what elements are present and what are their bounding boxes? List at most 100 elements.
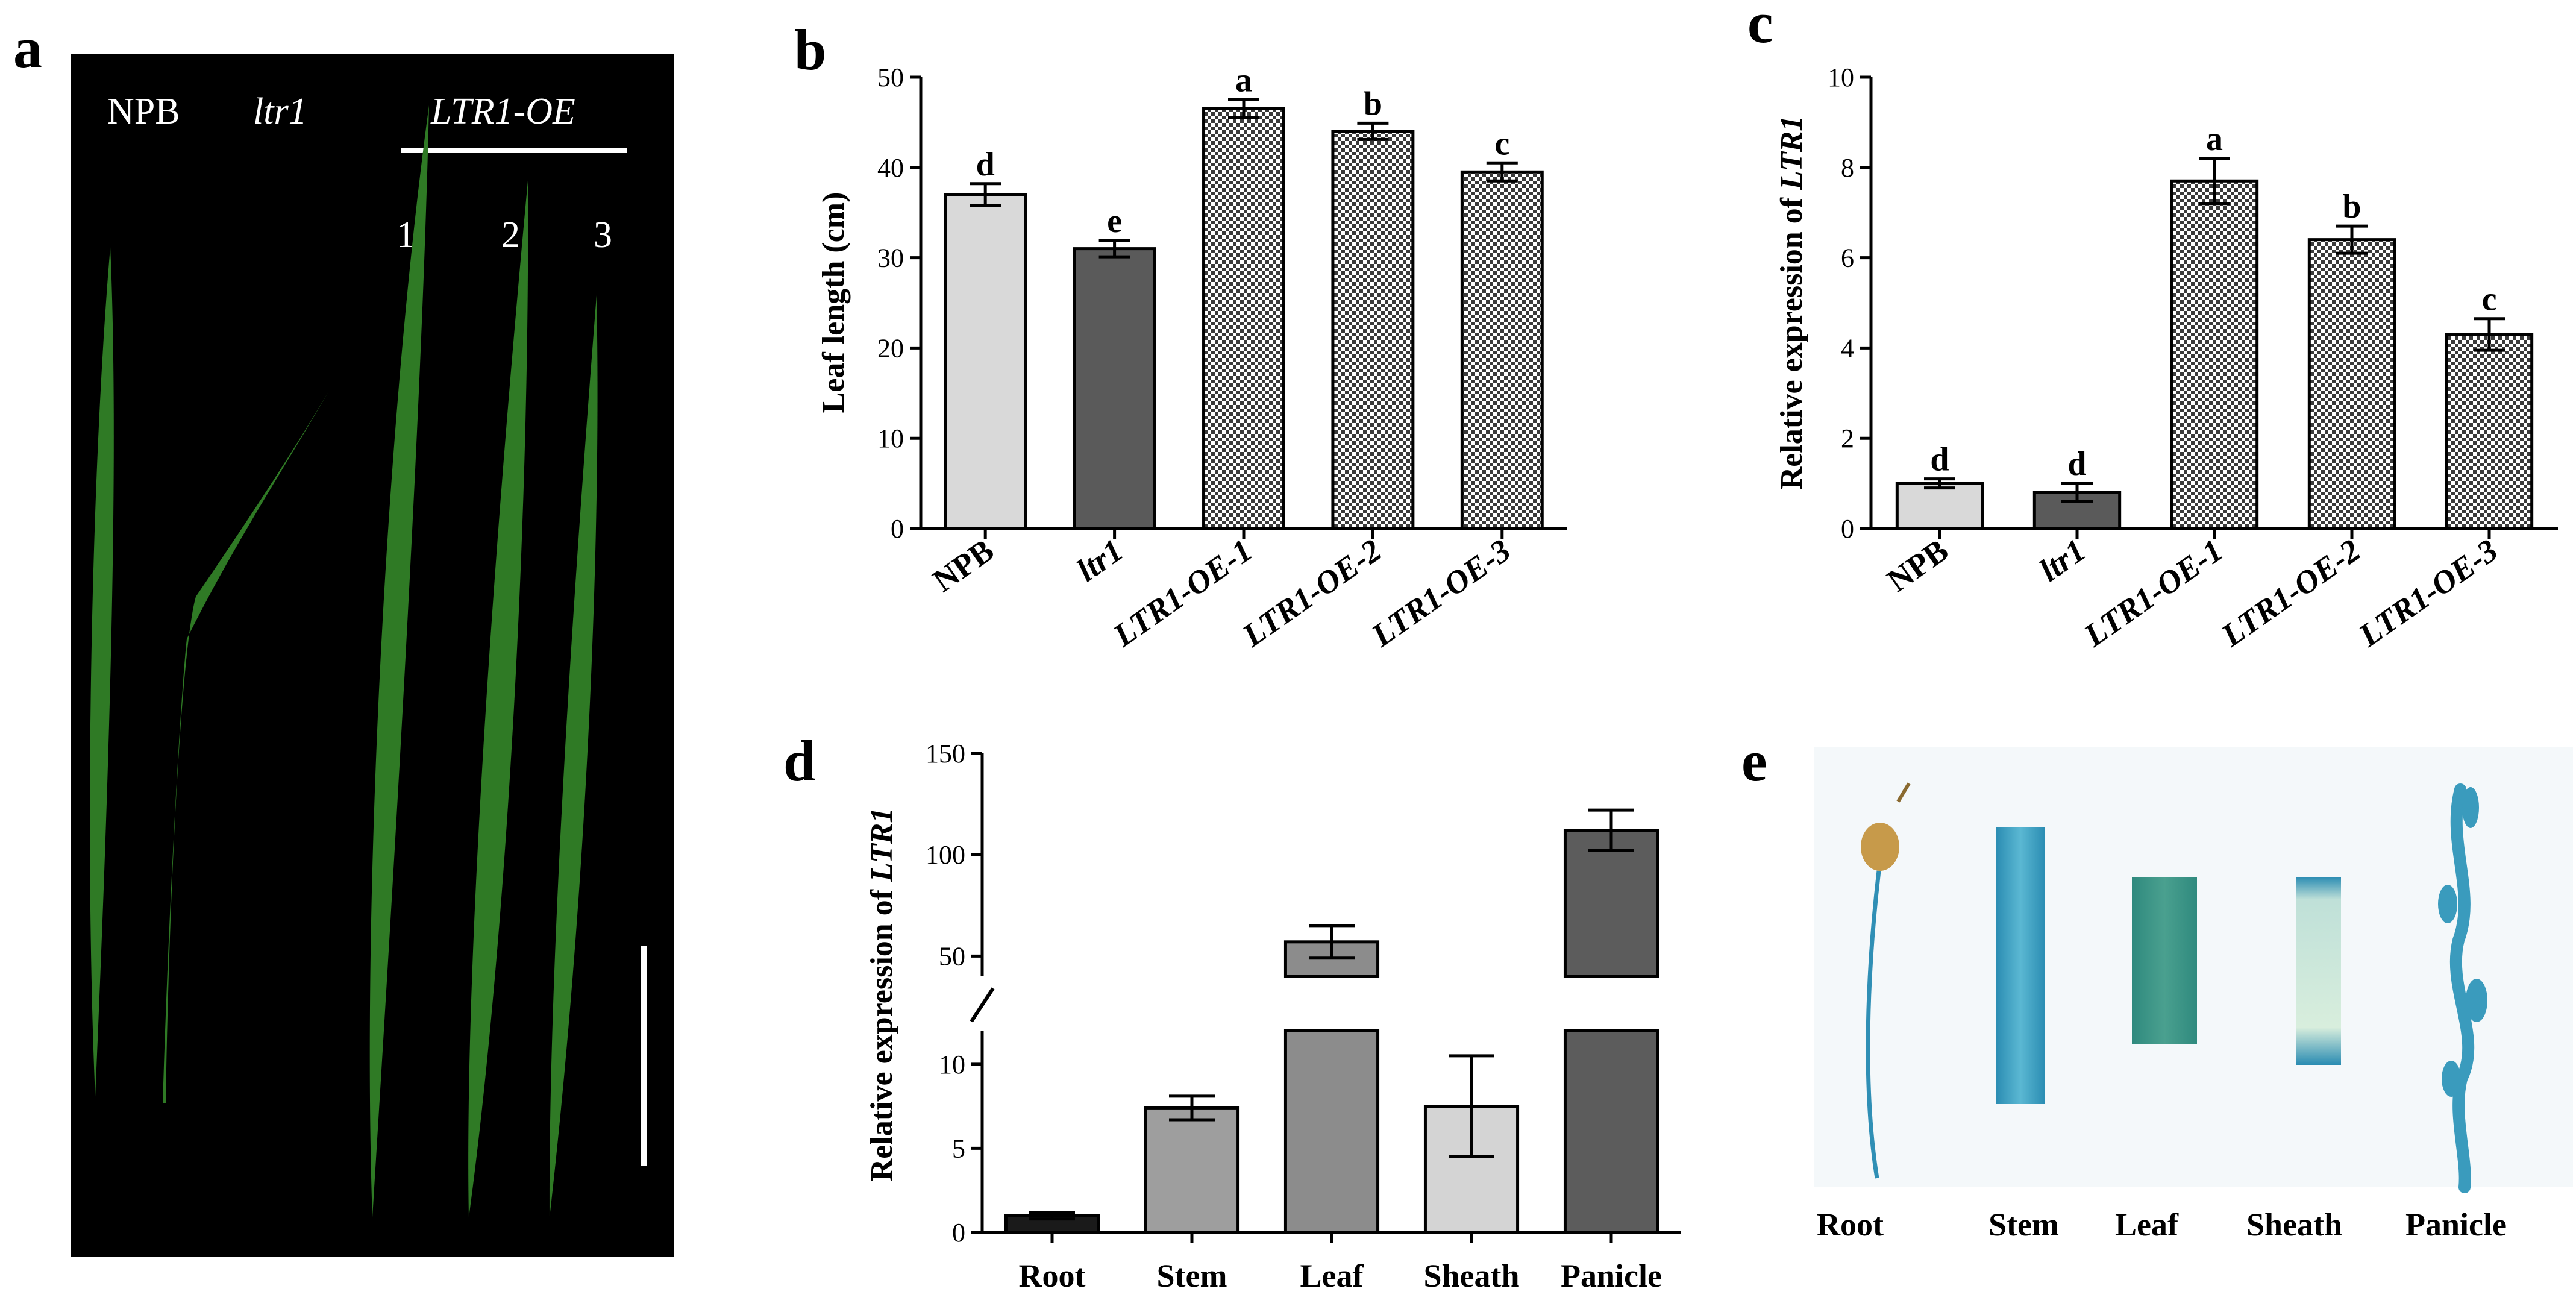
- x-tick-label: Panicle: [1561, 1258, 1662, 1294]
- y-tick-label: 10: [1828, 63, 1854, 92]
- gus-root-seed: [1861, 823, 1899, 871]
- x-tick-label: LTR1-OE-1: [1106, 532, 1259, 654]
- bar-LTR1-OE-1: [2170, 179, 2259, 530]
- x-tick-label: ltr1: [1070, 532, 1129, 589]
- x-tick-label: LTR1-OE-2: [1235, 532, 1388, 654]
- photo-line-2: 2: [501, 215, 520, 256]
- y-tick-label: 0: [1841, 514, 1854, 544]
- bar-NPB: [944, 193, 1027, 530]
- x-tick-label: LTR1-OE-2: [2214, 532, 2367, 654]
- y-tick-label: 10: [877, 424, 904, 453]
- gus-panicle-spikelet: [2442, 1061, 2461, 1097]
- y-axis-title: Relative expression of LTR1: [865, 808, 899, 1182]
- x-tick-label: Leaf: [1300, 1258, 1364, 1294]
- y-axis-title: Relative expression of LTR1: [1775, 116, 1809, 490]
- chart-d: 0 5 10 50 100 150 Root Stem Leaf Sheath Panicle Rel…: [865, 739, 1681, 1294]
- photo-label-oe: LTR1-OE: [430, 91, 575, 132]
- y-tick-label: 2: [1841, 424, 1854, 453]
- gus-label-root: Root: [1817, 1207, 1884, 1243]
- y-axis-title-gene: LTR1: [865, 808, 899, 882]
- gus-label-stem: Stem: [1988, 1207, 2059, 1243]
- photo-line-3: 3: [594, 215, 612, 256]
- gus-leaf: [2132, 877, 2197, 1044]
- x-tick-label: LTR1-OE-3: [1365, 532, 1517, 654]
- gus-label-leaf: Leaf: [2115, 1207, 2179, 1243]
- x-tick-label: LTR1-OE-3: [2352, 532, 2504, 654]
- bar-LTR1-OE-3: [1460, 170, 1544, 530]
- significance-letter: b: [1364, 85, 1382, 122]
- y-tick-label: 4: [1841, 333, 1854, 363]
- photo-label-ltr1: ltr1: [253, 91, 307, 132]
- y-tick-label: 0: [891, 514, 904, 544]
- panel-a-photo: NPB ltr1 LTR1-OE 1 2 3: [71, 54, 674, 1257]
- chart-b: 0 10 20 30 40 50 d NPB e ltr1 a LTR1-OE-1 b LTR1-OE-2…: [816, 61, 1567, 654]
- gus-root: [1866, 870, 1881, 1179]
- axis-break-mark: [970, 987, 995, 1023]
- bar-stem: [1144, 1106, 1240, 1234]
- panel-c-label: c: [1747, 0, 1773, 55]
- significance-letter: d: [976, 146, 995, 183]
- significance-letter: d: [2067, 445, 2086, 483]
- y-axis-title-prefix: Relative expression of: [865, 882, 899, 1181]
- gus-sheath: [2296, 877, 2341, 1065]
- y-axis-title-gene: LTR1: [1775, 116, 1809, 190]
- y-tick-label: 50: [877, 63, 904, 92]
- chart-c: 0 2 4 6 8 10 d NPB d ltr1 a LTR1-OE-1 b LTR1-OE-2 c LTR…: [1775, 63, 2558, 654]
- y-tick-label: 40: [877, 153, 904, 183]
- leaf-npb: [90, 247, 114, 1097]
- y-axis-title-prefix: Relative expression of: [1775, 190, 1809, 489]
- y-tick-label: 6: [1841, 243, 1854, 273]
- panel-e-label: e: [1741, 729, 1767, 793]
- y-tick-label: 100: [926, 840, 965, 870]
- y-axis-title: Leaf length (cm): [816, 192, 851, 413]
- significance-letter: e: [1107, 202, 1122, 240]
- x-tick-label: LTR1-OE-1: [2077, 532, 2230, 654]
- panel-d-label: d: [783, 729, 815, 793]
- gus-panicle-spikelet: [2466, 979, 2487, 1022]
- gus-label-panicle: Panicle: [2405, 1207, 2507, 1243]
- gus-stem: [1996, 827, 2045, 1104]
- x-tick-label: NPB: [926, 532, 1000, 599]
- y-tick-label: 20: [877, 333, 904, 363]
- x-tick-label: ltr1: [2033, 532, 2092, 589]
- x-tick-label: NPB: [1881, 532, 1955, 599]
- gus-root-shoot: [1896, 782, 1911, 803]
- gus-panicle-spikelet: [2438, 885, 2457, 923]
- panel-a-label: a: [13, 16, 42, 80]
- y-tick-label: 30: [877, 243, 904, 273]
- bar-panicle-lower: [1563, 1029, 1659, 1234]
- significance-letter: c: [1494, 125, 1509, 162]
- y-tick-label: 50: [939, 941, 965, 971]
- panel-b-label: b: [794, 17, 826, 82]
- y-tick-label: 150: [926, 739, 965, 768]
- significance-letter: a: [2206, 121, 2223, 158]
- bar-LTR1-OE-2: [1331, 130, 1415, 530]
- y-tick-label: 5: [952, 1134, 965, 1163]
- bar-LTR1-OE-3: [2445, 333, 2534, 530]
- bar-LTR1-OE-2: [2307, 238, 2396, 530]
- significance-letter: c: [2482, 281, 2497, 318]
- x-tick-label: Stem: [1157, 1258, 1227, 1294]
- bar-NPB: [1895, 482, 1984, 530]
- bar-LTR1-OE-1: [1202, 107, 1285, 530]
- y-tick-label: 8: [1841, 153, 1854, 183]
- x-tick-label: Sheath: [1423, 1258, 1519, 1294]
- leaf-oe-3: [549, 295, 598, 1217]
- significance-letter: a: [1235, 61, 1252, 99]
- y-tick-label: 10: [939, 1050, 965, 1079]
- panel-e-photo: Root Stem Leaf Sheath Panicle: [1814, 747, 2573, 1243]
- gus-panicle-spikelet: [2462, 787, 2479, 828]
- bar-leaf-lower: [1283, 1029, 1380, 1234]
- y-tick-label: 0: [952, 1218, 965, 1248]
- gus-panicle: [2449, 783, 2475, 1193]
- significance-letter: d: [1930, 441, 1949, 479]
- photo-label-npb: NPB: [107, 91, 180, 132]
- gus-label-sheath: Sheath: [2246, 1207, 2342, 1243]
- x-tick-label: Root: [1019, 1258, 1086, 1294]
- significance-letter: b: [2342, 188, 2361, 225]
- leaf-oe-2: [468, 181, 528, 1217]
- leaf-oe-1: [369, 105, 429, 1217]
- bar-ltr1: [1073, 247, 1156, 530]
- bar-panicle-upper: [1563, 829, 1659, 978]
